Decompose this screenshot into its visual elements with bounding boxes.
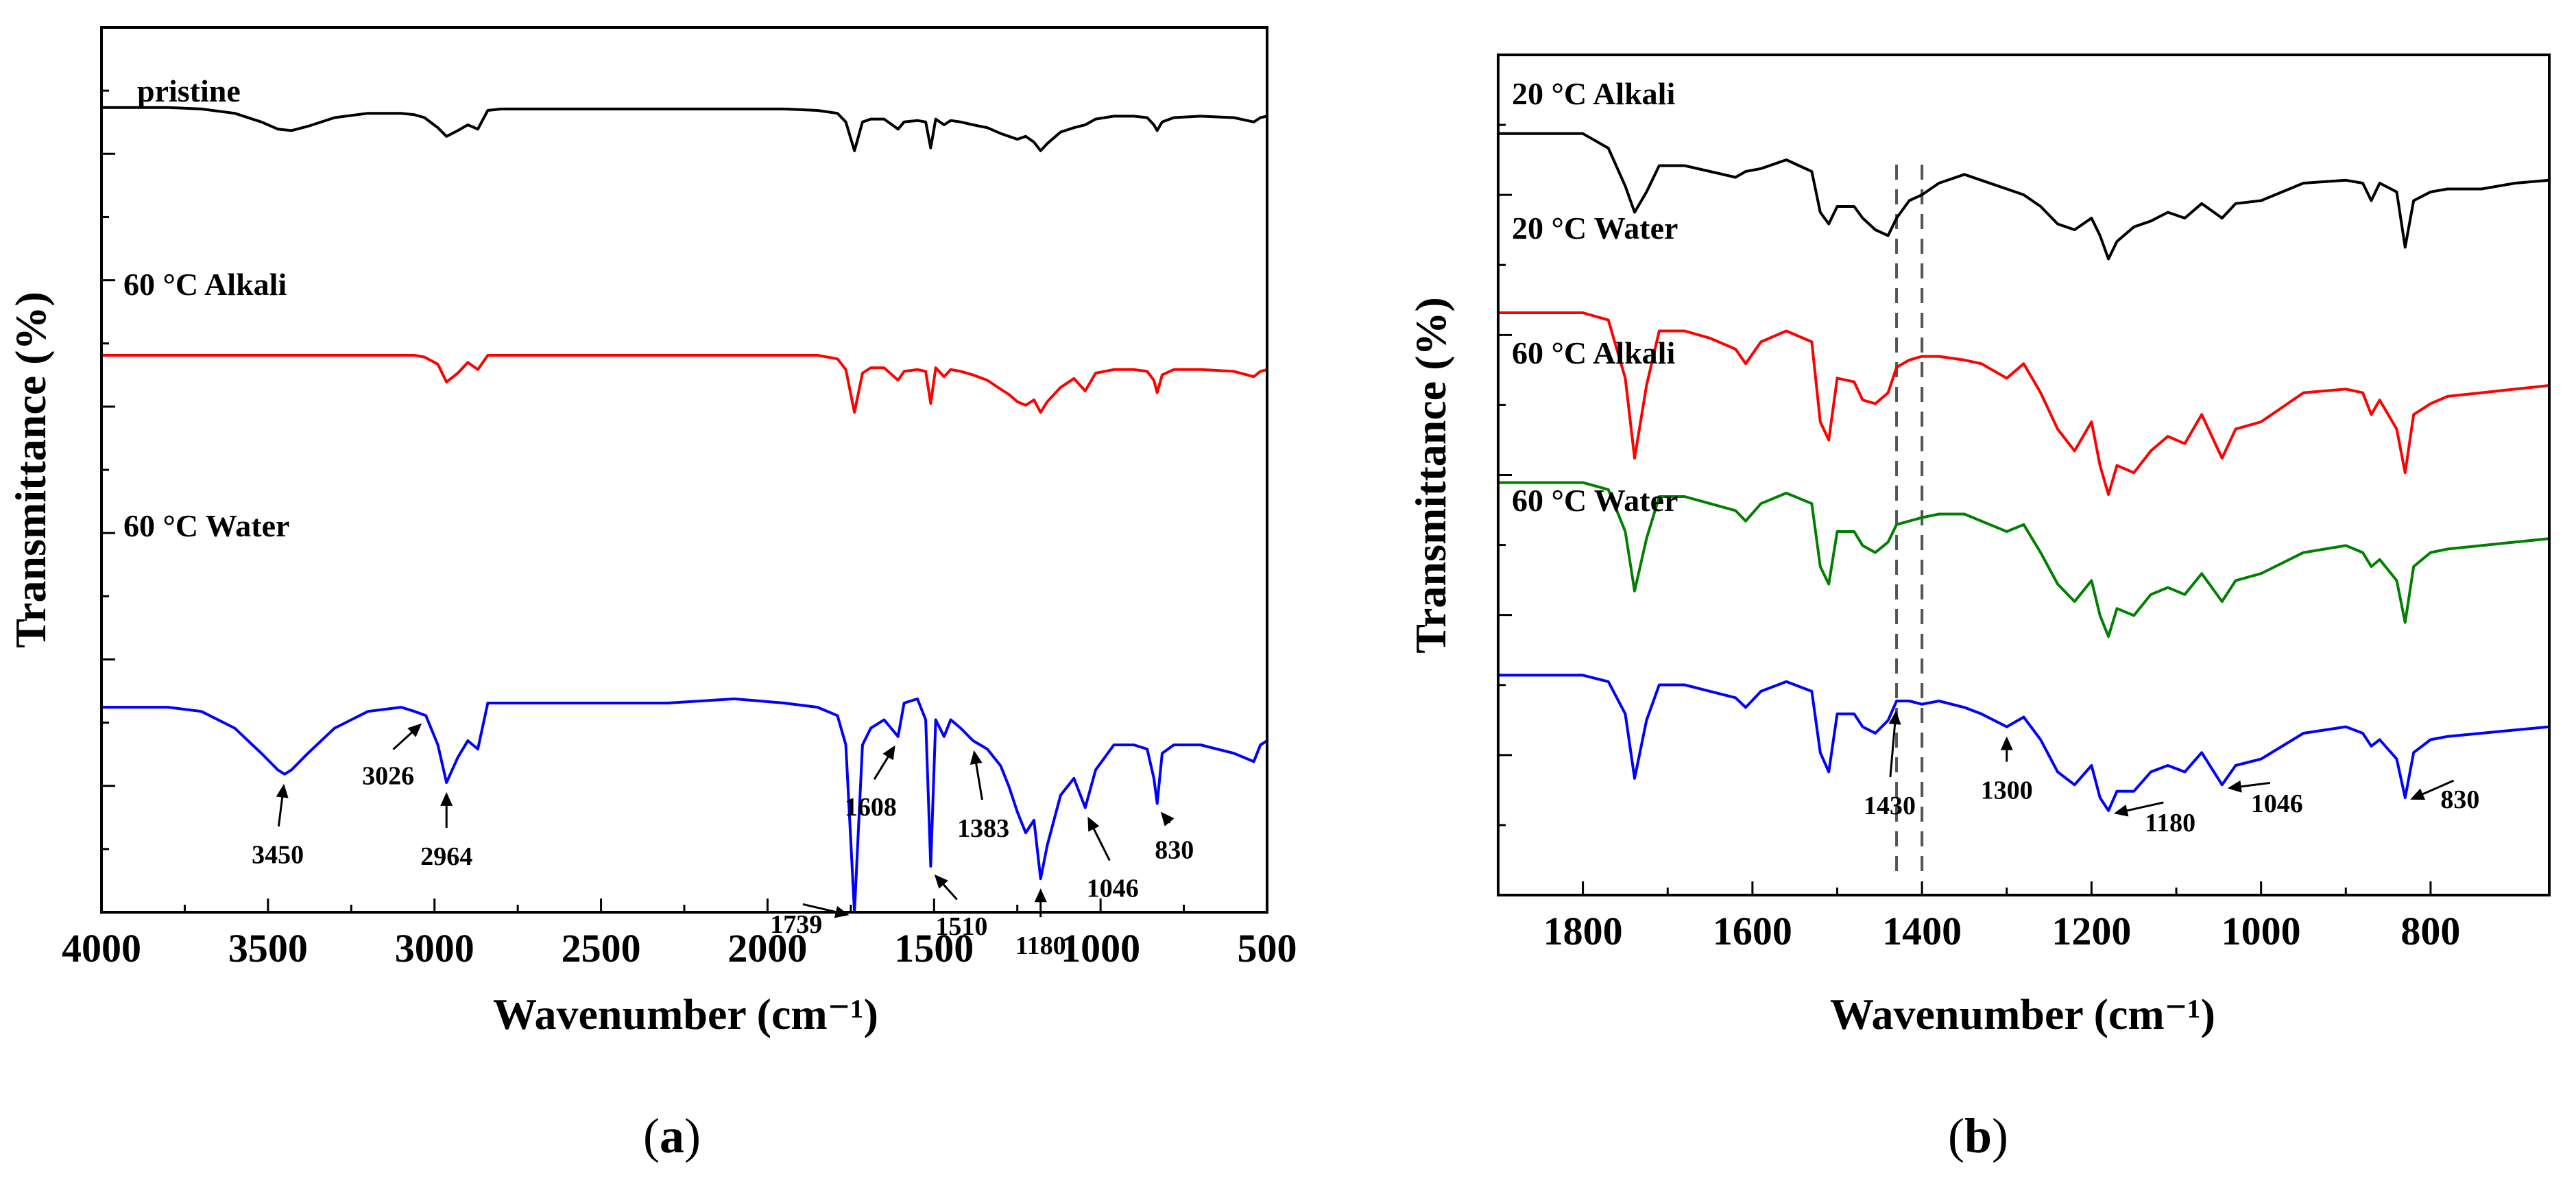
panel-a-series-line-pristine: [101, 106, 1268, 152]
panel-b-peak-label-1180: 1180: [2145, 809, 2195, 837]
panel-a-x-tick-label-2500: 2500: [562, 926, 641, 971]
panel-a-x-ticks: 4000 3500 3000 2500 2000 1500 1000 500: [62, 899, 1297, 971]
panel-b-label: (b): [1948, 1108, 2008, 1163]
panel-b-arrowhead-1180: [2113, 804, 2129, 817]
panel-a-arrowhead-3450: [276, 783, 289, 798]
panel-a-x-tick-label-3500: 3500: [228, 926, 308, 971]
panel-a-x-tick-label-1000: 1000: [1061, 926, 1140, 971]
panel-a-arrow-1383: [974, 759, 983, 800]
panel-a-arrowhead-1046: [1087, 816, 1100, 832]
panel-a-y-ticks: [101, 26, 115, 914]
panel-b-x-tick-label-1800: 1800: [1543, 909, 1623, 953]
panel-b-arrowhead-1300: [2000, 736, 2013, 750]
panel-b-arrow-1430: [1889, 720, 1897, 778]
panel-b-series-name-60c-water: 60 °C Water: [1512, 483, 1678, 518]
panel-b-series-name-20c-water: 20 °C Water: [1512, 211, 1678, 246]
panel-a-peak-label-1046: 1046: [1087, 875, 1139, 903]
panel-b-x-tick-label-1200: 1200: [2051, 909, 2131, 953]
panel-a-peak-label-1608: 1608: [845, 793, 897, 822]
panel-a-arrow-3026: [392, 728, 416, 750]
panel-b-peak-label-1300: 1300: [1981, 776, 2033, 805]
panel-a-peak-label-1739: 1739: [770, 910, 822, 939]
panel-a-x-tick-label-2000: 2000: [727, 926, 807, 971]
panel-a-arrowhead-830: [1160, 811, 1175, 827]
panel-a-label: (a): [643, 1108, 701, 1163]
panel-a-arrowhead-2964: [440, 792, 453, 806]
panel-b-x-tick-label-800: 800: [2400, 909, 2460, 953]
panel-a-x-axis-title: Wavenumber (cm⁻¹): [493, 990, 878, 1038]
panel-b-series-name-60c-alkali: 60 °C Alkali: [1512, 335, 1675, 370]
panel-b-reference-lines: [1895, 165, 1924, 878]
panel-b-series-line-20-c-alkali: [1498, 132, 2550, 261]
panel-a-peak-label-1180: 1180: [1015, 931, 1066, 960]
panel-b-y-ticks: [1498, 54, 1512, 896]
panel-a-x-tick-label-1500: 1500: [894, 926, 974, 971]
panel-a-annotations: 3450 3026 2964 1739 1608 1510 1383 1180 1046 830: [252, 723, 1194, 960]
panel-b-arrowhead-1046: [2227, 780, 2242, 793]
panel-a-letter: a: [660, 1108, 684, 1163]
panel-a-peak-label-3450: 3450: [252, 841, 304, 870]
panel-a-peak-label-2964: 2964: [420, 842, 472, 871]
panel-a-arrowhead-1383: [970, 750, 983, 765]
panel-a-arrow-1046: [1091, 824, 1111, 861]
panel-a: 345030262964173916081510138311801046830 …: [6, 26, 1297, 1163]
panel-b-x-tick-label-1400: 1400: [1882, 909, 1962, 953]
panel-b-arrow-1046: [2237, 781, 2271, 788]
panel-a-x-tick-label-500: 500: [1238, 926, 1297, 971]
panel-b-series-line-20-c-water: [1498, 311, 2550, 496]
panel-b-x-tick-label-1000: 1000: [2222, 909, 2301, 953]
panel-b-arrow-1180: [2123, 801, 2164, 813]
panel-b-letter: b: [1964, 1108, 1992, 1163]
panel-a-series-name-60c-water: 60 °C Water: [123, 508, 289, 543]
panel-a-x-tick-label-4000: 4000: [62, 926, 141, 971]
panel-b-series-line-60-c-alkali: [1498, 481, 2550, 638]
panel-a-series-name-60c-alkali: 60 °C Alkali: [123, 267, 287, 302]
panel-a-series-line-60-c-alkali: [101, 354, 1268, 414]
panel-b-annotations: 1430 1300 1180 1046 830: [1864, 710, 2479, 837]
panel-a-arrowhead-1608: [882, 745, 895, 761]
panel-b-peak-label-830: 830: [2440, 785, 2479, 814]
panel-a-series-line-60-c-water: [101, 697, 1268, 914]
panel-a-peak-label-1510: 1510: [935, 912, 987, 941]
panel-a-arrow-1608: [873, 752, 891, 781]
panel-a-peak-label-1383: 1383: [957, 814, 1009, 843]
panel-a-peak-label-830: 830: [1155, 835, 1194, 864]
panel-b-peak-label-1430: 1430: [1864, 792, 1916, 820]
panel-a-arrowhead-1180: [1034, 888, 1047, 903]
panel-b-peak-label-1046: 1046: [2251, 789, 2303, 818]
panel-a-arrow-3450: [277, 793, 284, 827]
panel-b: 1430 1300 1180 1046 830 1800 1600 1400 1200 1000…: [1406, 54, 2551, 1163]
panel-b-x-ticks: 1800 1600 1400 1200 1000 800: [1543, 881, 2460, 953]
panel-b-series-line-60-c-water: [1498, 674, 2550, 812]
panel-b-series-name-20c-alkali: 20 °C Alkali: [1512, 76, 1675, 111]
panel-a-arrowhead-1510: [934, 874, 948, 889]
panel-b-x-tick-label-1600: 1600: [1713, 909, 1792, 953]
panel-b-arrow-830: [2418, 779, 2455, 797]
panel-b-y-axis-title: Transmittance (%): [1406, 297, 1455, 654]
panel-b-x-axis-title: Wavenumber (cm⁻¹): [1830, 990, 2215, 1038]
panel-b-series-layer: [1498, 132, 2550, 812]
panel-a-series-name-pristine: pristine: [137, 73, 241, 108]
panel-b-arrowhead-830: [2410, 788, 2426, 800]
panel-a-series-layer: [101, 106, 1268, 914]
panel-a-peak-label-3026: 3026: [362, 761, 414, 790]
panel-b-arrowhead-1430: [1888, 710, 1901, 725]
panel-a-y-axis-title: Transmittance (%): [6, 292, 55, 648]
panel-a-x-tick-label-3000: 3000: [395, 926, 474, 971]
panel-a-arrowhead-3026: [407, 723, 422, 737]
